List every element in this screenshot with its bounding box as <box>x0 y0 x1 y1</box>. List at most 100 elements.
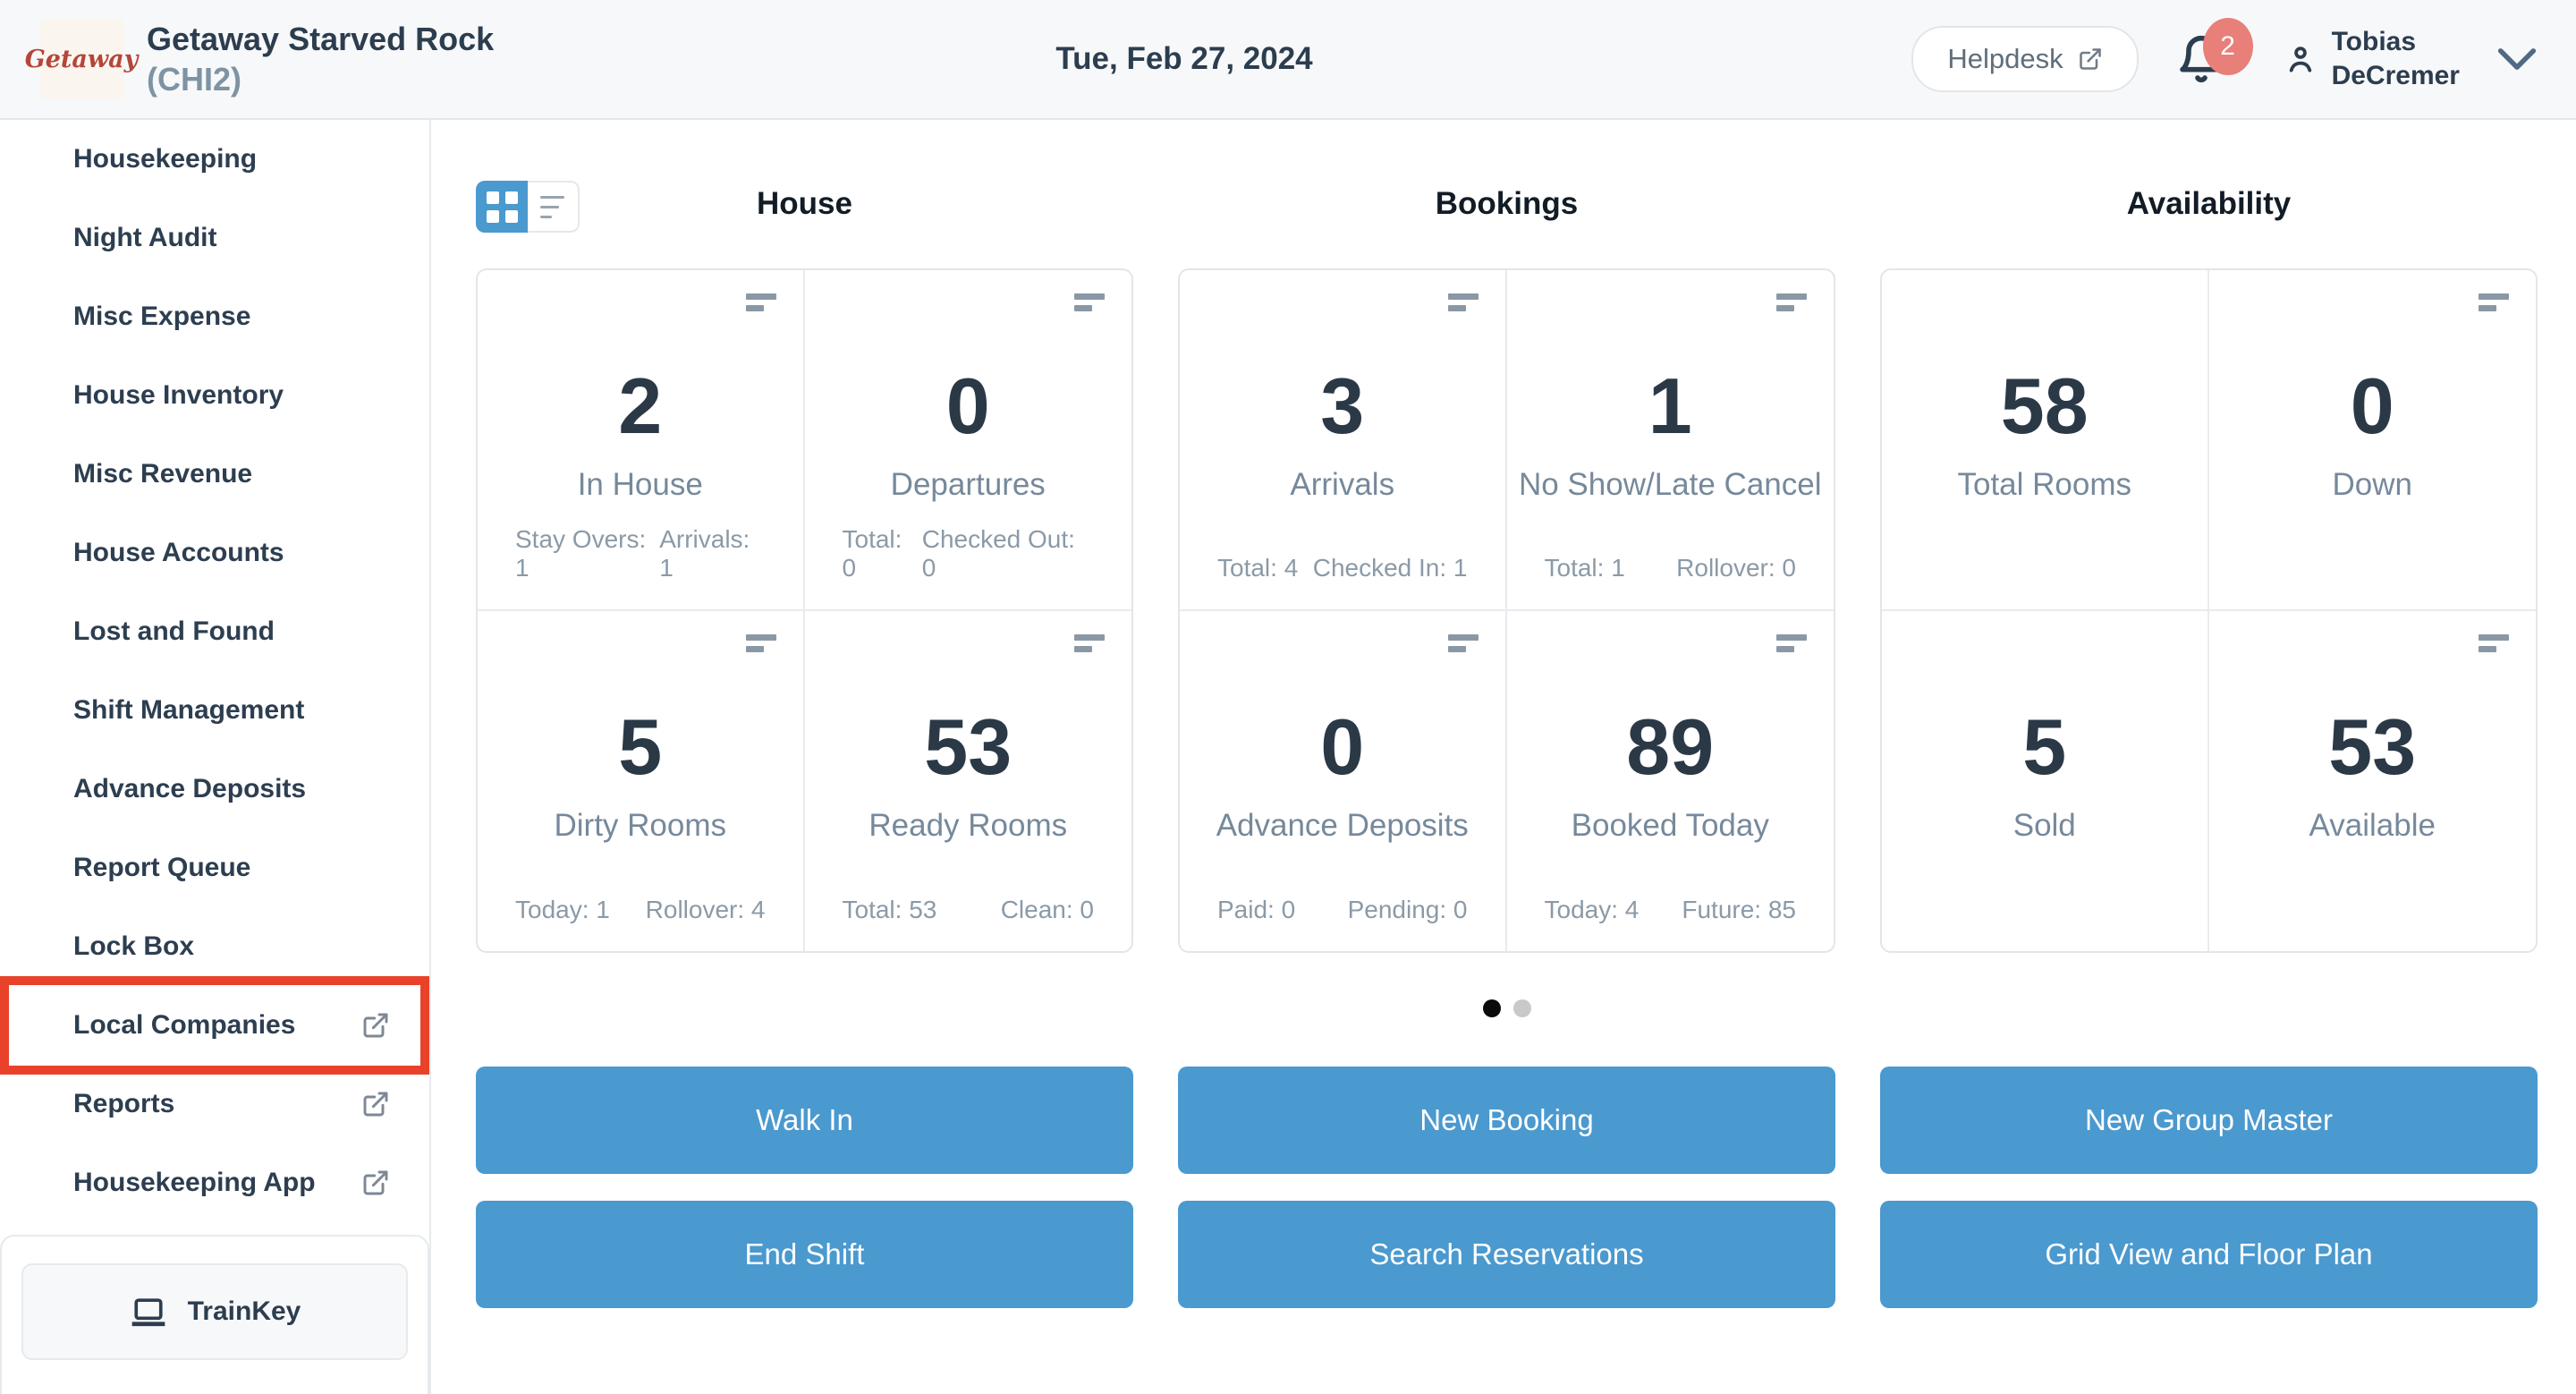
stat-card-advance-deposits[interactable]: 0 Advance Deposits Paid: 0 Pending: 0 <box>1180 610 1507 951</box>
stat-left: Today: 1 <box>515 896 610 923</box>
stat-card-label: Total Rooms <box>1957 467 2132 502</box>
stat-card-label: Available <box>2309 807 2436 843</box>
sidebar-item-report-queue[interactable]: Report Queue <box>73 853 251 882</box>
property-title: Getaway Starved Rock (CHI2) <box>147 19 494 99</box>
end-shift-button[interactable]: End Shift <box>476 1201 1133 1308</box>
grid-view-button[interactable] <box>476 181 528 233</box>
new-booking-button[interactable]: New Booking <box>1178 1067 1835 1174</box>
stat-card-value: 5 <box>2022 701 2067 791</box>
stat-card-value: 0 <box>2350 361 2394 450</box>
property-name: Getaway Starved Rock <box>147 21 495 57</box>
stat-card-stats: Total: 0 Checked Out: 0 <box>843 525 1095 582</box>
stat-card-ready-rooms[interactable]: 53 Ready Rooms Total: 53 Clean: 0 <box>805 611 1132 952</box>
stat-card-label: Dirty Rooms <box>554 807 727 843</box>
stat-card-value: 53 <box>2328 701 2417 791</box>
card-menu-icon[interactable] <box>1074 293 1105 311</box>
section-titles: House Bookings Availability <box>476 175 2538 233</box>
stat-card-value: 2 <box>618 361 663 450</box>
external-link-icon <box>361 1090 390 1118</box>
stat-card-label: Down <box>2332 467 2412 502</box>
stat-left: Total: 1 <box>1544 553 1625 582</box>
helpdesk-label: Helpdesk <box>1947 43 2063 74</box>
user-menu-chevron[interactable] <box>2497 47 2537 72</box>
list-view-button[interactable] <box>528 181 580 233</box>
user-menu[interactable]: Tobias DeCremer <box>2284 25 2460 93</box>
stat-card-stats: Stay Overs: 1 Arrivals: 1 <box>515 525 766 582</box>
stat-card-label: Arrivals <box>1290 467 1395 502</box>
section-title-bookings: Bookings <box>1435 186 1579 221</box>
view-toggle <box>476 181 580 233</box>
sidebar-item-housekeeping[interactable]: Housekeeping <box>73 144 258 174</box>
sidebar-item-shift-management[interactable]: Shift Management <box>73 695 305 725</box>
card-menu-icon[interactable] <box>745 633 776 652</box>
section-title-house: House <box>757 186 852 221</box>
stat-card-no-show-late-cancel[interactable]: 1 No Show/Late Cancel Total: 1 Rollover:… <box>1506 270 1834 611</box>
stat-card-label: No Show/Late Cancel <box>1518 467 1822 502</box>
stat-card-stats: Today: 1 Rollover: 4 <box>515 896 766 924</box>
stat-card-arrivals[interactable]: 3 Arrivals Total: 4 Checked In: 1 <box>1180 270 1507 611</box>
card-menu-icon[interactable] <box>2479 293 2509 311</box>
trainkey-label: TrainKey <box>187 1296 301 1326</box>
search-reservations-button[interactable]: Search Reservations <box>1178 1201 1835 1308</box>
card-menu-icon[interactable] <box>1776 293 1807 311</box>
stat-card-label: Advance Deposits <box>1216 807 1469 843</box>
sidebar-item-lock-box[interactable]: Lock Box <box>73 931 195 961</box>
stat-card-value: 53 <box>924 701 1013 791</box>
stat-card-in-house[interactable]: 2 In House Stay Overs: 1 Arrivals: 1 <box>478 270 805 611</box>
stat-card-dirty-rooms[interactable]: 5 Dirty Rooms Today: 1 Rollover: 4 <box>478 610 805 951</box>
external-link-icon <box>361 1011 390 1040</box>
notifications-button[interactable]: 2 <box>2176 18 2253 84</box>
stat-card-sold[interactable]: 5 Sold <box>1882 610 2209 951</box>
body-row: Housekeeping Night Audit Misc Expense Ho… <box>0 120 2576 1394</box>
sidebar-item-local-companies[interactable]: Local Companies <box>0 976 429 1075</box>
stat-card-total-rooms[interactable]: 58 Total Rooms <box>1882 270 2209 611</box>
sidebar-item-misc-expense[interactable]: Misc Expense <box>73 302 251 331</box>
sidebar-item-night-audit[interactable]: Night Audit <box>73 223 217 252</box>
stat-card-stats: Paid: 0 Pending: 0 <box>1217 896 1468 924</box>
stat-card-booked-today[interactable]: 89 Booked Today Today: 4 Future: 85 <box>1507 611 1835 952</box>
card-menu-icon[interactable] <box>1074 633 1105 652</box>
carousel-dot[interactable] <box>1513 999 1531 1017</box>
card-menu-icon[interactable] <box>1447 633 1479 652</box>
helpdesk-button[interactable]: Helpdesk <box>1911 26 2139 92</box>
stat-card-value: 1 <box>1648 361 1692 450</box>
walk-in-button[interactable]: Walk In <box>476 1067 1133 1174</box>
card-menu-icon[interactable] <box>1776 633 1807 652</box>
stat-card-available[interactable]: 53 Available <box>2209 611 2537 952</box>
stat-card-down[interactable]: 0 Down <box>2208 270 2536 611</box>
new-group-master-button[interactable]: New Group Master <box>1880 1067 2538 1174</box>
stat-card-value: 89 <box>1626 701 1715 791</box>
stat-card-stats: Total: 53 Clean: 0 <box>843 896 1095 924</box>
stat-left: Total: 53 <box>842 896 937 923</box>
brand-logo[interactable]: Getaway <box>25 20 138 98</box>
sidebar-item-advance-deposits[interactable]: Advance Deposits <box>73 774 307 803</box>
card-menu-icon[interactable] <box>1447 293 1479 311</box>
sidebar: Housekeeping Night Audit Misc Expense Ho… <box>0 120 431 1394</box>
sidebar-item-reports[interactable]: Reports <box>0 1065 429 1143</box>
stat-right: Checked In: 1 <box>1312 553 1468 582</box>
stat-right: Future: 85 <box>1682 896 1796 923</box>
trainkey-button[interactable]: TrainKey <box>21 1263 408 1360</box>
stat-card-departures[interactable]: 0 Departures Total: 0 Checked Out: 0 <box>804 270 1131 611</box>
sidebar-item-misc-revenue[interactable]: Misc Revenue <box>73 459 253 489</box>
property-code: (CHI2) <box>147 61 242 98</box>
stat-card-label: In House <box>577 467 703 502</box>
user-icon <box>2289 47 2311 72</box>
stat-card-value: 0 <box>1320 701 1365 791</box>
sidebar-item-housekeeping-app[interactable]: Housekeeping App <box>0 1143 429 1222</box>
sidebar-item-house-inventory[interactable]: House Inventory <box>73 380 284 410</box>
carousel-dot-active[interactable] <box>1482 999 1501 1017</box>
card-menu-icon[interactable] <box>745 293 776 311</box>
sidebar-item-house-accounts[interactable]: House Accounts <box>73 538 284 567</box>
card-menu-icon[interactable] <box>2479 633 2509 652</box>
stat-right: Arrivals: 1 <box>659 524 750 582</box>
stat-left: Paid: 0 <box>1217 896 1296 923</box>
external-link-icon <box>361 1169 390 1197</box>
user-name: Tobias DeCremer <box>2331 27 2460 90</box>
stat-card-label: Booked Today <box>1571 807 1769 843</box>
stat-right: Rollover: 0 <box>1676 553 1796 582</box>
grid-view-floor-plan-button[interactable]: Grid View and Floor Plan <box>1880 1201 2538 1308</box>
stat-card-value: 3 <box>1320 361 1365 450</box>
stat-card-label: Ready Rooms <box>869 807 1068 843</box>
sidebar-item-lost-and-found[interactable]: Lost and Found <box>73 616 275 646</box>
